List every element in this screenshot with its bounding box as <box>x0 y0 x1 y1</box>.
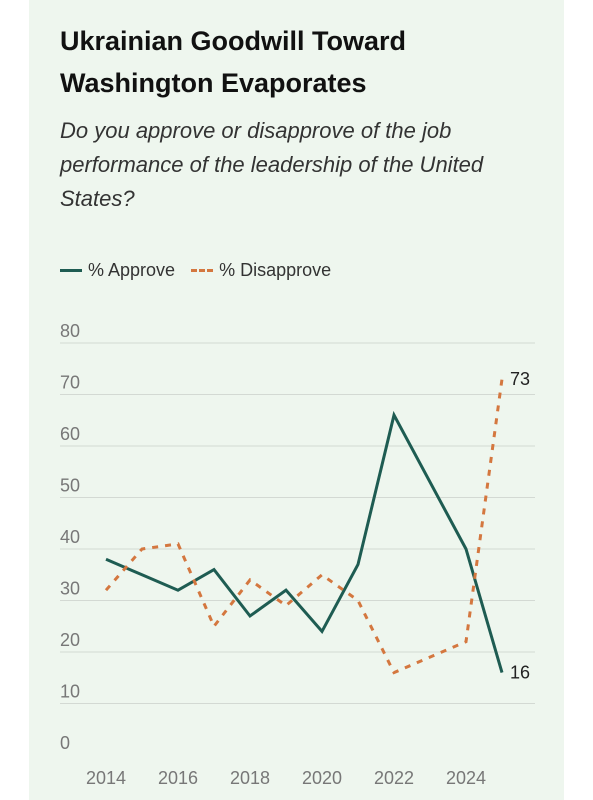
x-tick-label: 2022 <box>374 768 414 788</box>
legend-swatch-approve <box>60 268 82 272</box>
legend-label-approve: % Approve <box>88 259 176 280</box>
chart-card: Ukrainian Goodwill Toward Washington Eva… <box>29 0 564 800</box>
x-tick-label: 2014 <box>86 768 126 788</box>
x-tick-label: 2018 <box>230 768 270 788</box>
chart-legend: % Approve % Disapprove <box>60 258 347 282</box>
chart-subtitle: Do you approve or disapprove of the job … <box>60 118 484 211</box>
y-tick-label: 20 <box>60 630 80 650</box>
y-tick-label: 70 <box>60 373 80 393</box>
y-tick-label: 80 <box>60 321 80 341</box>
legend-item-approve: % Approve <box>60 260 175 281</box>
chart-title: Ukrainian Goodwill Toward Washington Eva… <box>60 26 407 98</box>
y-tick-label: 60 <box>60 424 80 444</box>
x-tick-label: 2020 <box>302 768 342 788</box>
end-label-disapprove: 73 <box>510 369 530 389</box>
end-label-approve: 16 <box>510 663 530 683</box>
x-tick-label: 2016 <box>158 768 198 788</box>
legend-item-disapprove: % Disapprove <box>191 260 331 281</box>
legend-swatch-disapprove <box>191 268 214 272</box>
series-line-disapprove <box>104 378 504 675</box>
x-tick-label: 2024 <box>446 768 486 788</box>
y-tick-label: 50 <box>60 476 80 496</box>
y-tick-label: 30 <box>60 579 80 599</box>
y-tick-label: 40 <box>60 527 80 547</box>
series-line-approve <box>105 410 504 674</box>
y-tick-label: 0 <box>60 733 70 753</box>
legend-label-disapprove: % Disapprove <box>219 259 332 280</box>
y-tick-label: 10 <box>60 682 80 702</box>
